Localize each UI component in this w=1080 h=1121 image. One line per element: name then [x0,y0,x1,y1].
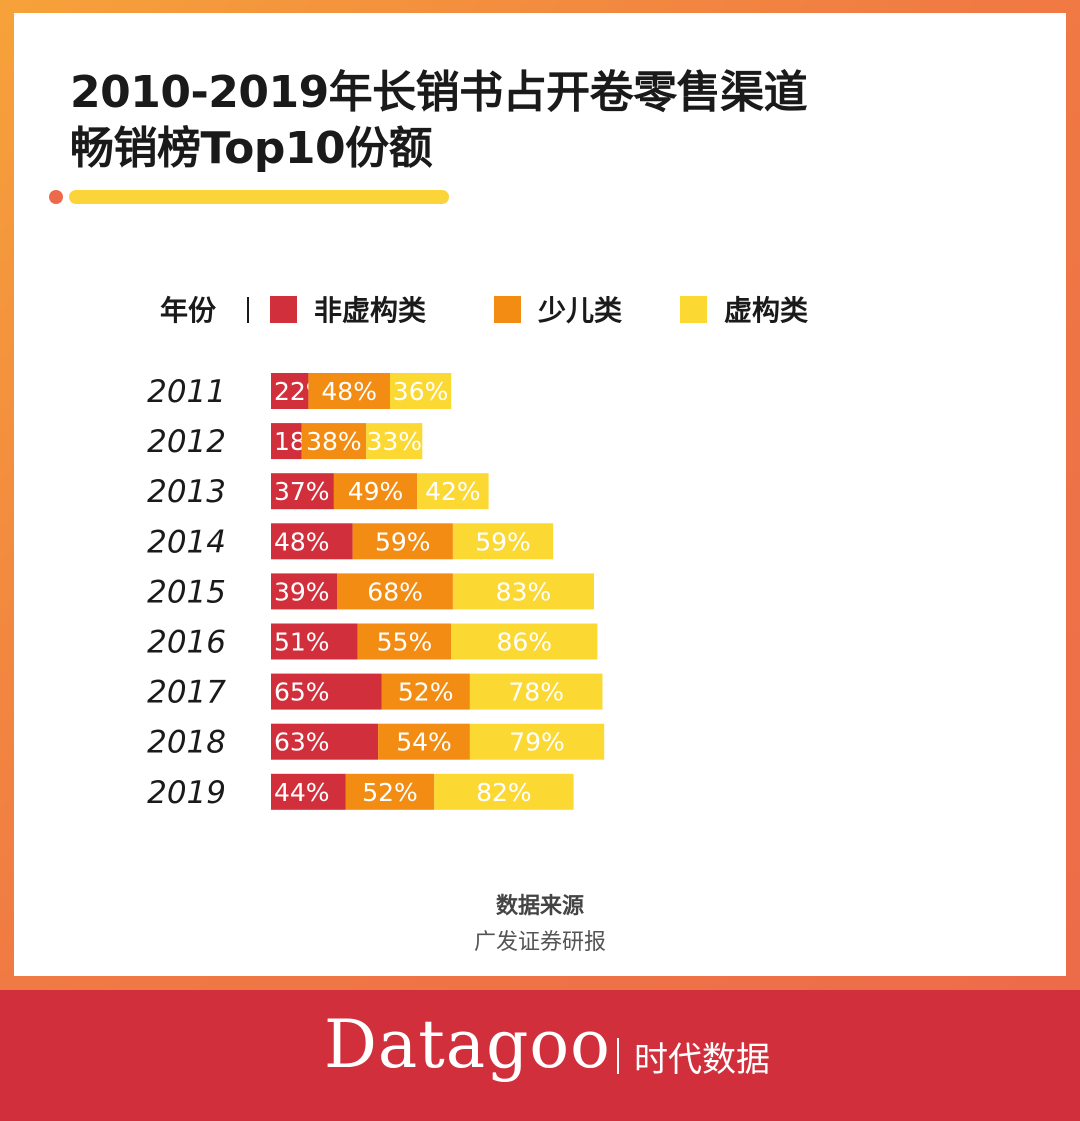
legend-swatch-children [494,296,521,323]
year-label-2017: 2017 [147,675,226,711]
year-label-2012: 2012 [147,424,226,460]
label-children-2016: 55% [377,628,433,657]
label-fiction-2015: 83% [496,577,552,606]
bar-nonfiction-2015 [271,573,338,610]
label-fiction-2014: 59% [475,527,531,556]
bar-children-2012 [301,423,367,460]
label-children-2014: 59% [375,527,431,556]
label-fiction-2012: 33% [366,427,422,456]
legend-swatch-nonfiction [270,296,297,323]
label-children-2017: 52% [398,678,454,707]
chart-title: 2010-2019年长销书占开卷零售渠道 畅销榜Top10份额 [70,65,970,177]
label-nonfiction-2017: 65% [274,678,330,707]
label-nonfiction-2015: 39% [274,577,330,606]
source-text: 广发证券研报 [473,930,606,955]
label-fiction-2019: 82% [476,778,532,807]
bar-children-2018 [378,723,470,760]
bar-nonfiction-2012 [271,423,302,460]
label-fiction-2018: 79% [509,728,565,757]
label-children-2019: 52% [362,778,418,807]
bar-fiction-2015 [452,573,594,610]
year-label-2019: 2019 [147,775,226,811]
year-label-2014: 2014 [147,524,226,560]
bar-nonfiction-2013 [271,473,334,510]
legend-separator [247,297,249,323]
legend: 年份 非虚构类 少儿类 虚构类 [14,289,1066,329]
brand-chinese-name: 时代数据 [634,1040,770,1080]
label-fiction-2016: 86% [497,628,553,657]
legend-label-children: 少儿类 [538,294,623,327]
legend-year-label: 年份 [160,294,217,327]
bar-fiction-2012 [366,423,423,460]
label-children-2012: 38% [306,427,362,456]
bar-children-2015 [337,573,453,610]
bar-children-2019 [345,773,435,810]
source-label: 数据来源 [495,894,584,919]
bar-nonfiction-2014 [271,523,353,560]
bar-nonfiction-2019 [271,773,346,810]
bar-children-2013 [333,473,418,510]
title-line-2: 畅销榜Top10份额 [70,123,433,174]
bar-nonfiction-2017 [271,673,382,710]
bar-fiction-2014 [452,523,554,560]
label-nonfiction-2019: 44% [274,778,330,807]
brand-logo-text: Datagoo [324,1006,611,1083]
label-nonfiction-2018: 63% [274,728,330,757]
legend-swatch-fiction [680,296,707,323]
year-label-2015: 2015 [147,574,226,610]
decor-bar [69,190,449,204]
bar-children-2017 [381,673,470,710]
year-label-2011: 2011 [147,374,226,410]
bar-fiction-2011 [390,373,452,409]
brand-separator [617,1038,619,1074]
label-children-2018: 54% [396,728,452,757]
bar-fiction-2017 [469,673,603,710]
label-nonfiction-2014: 48% [274,527,330,556]
decor-dot [49,190,63,204]
label-fiction-2013: 42% [425,477,481,506]
bar-fiction-2018 [469,723,605,760]
label-children-2015: 68% [367,577,423,606]
label-nonfiction-2013: 37% [274,477,330,506]
bar-children-2011 [308,373,390,409]
label-children-2013: 49% [348,477,404,506]
year-label-2016: 2016 [147,625,226,661]
label-children-2011: 48% [321,377,377,406]
bar-fiction-2019 [434,773,574,810]
label-fiction-2011: 36% [393,377,449,406]
bar-nonfiction-2018 [271,723,379,760]
footer-band [0,990,1080,1121]
title-line-1: 2010-2019年长销书占开卷零售渠道 [70,67,808,118]
bar-children-2014 [352,523,453,560]
bar-nonfiction-2016 [271,623,358,660]
stacked-bar-chart: 201122%48%36%201218%38%33%201337%49%42%2… [147,373,605,811]
label-fiction-2017: 78% [508,678,564,707]
label-nonfiction-2016: 51% [274,628,330,657]
bar-nonfiction-2011 [271,373,309,409]
bar-children-2016 [357,623,452,660]
bar-fiction-2016 [451,623,598,660]
legend-label-fiction: 虚构类 [724,294,809,327]
chart-card: 2010-2019年长销书占开卷零售渠道 畅销榜Top10份额 年份 非虚构类 … [14,13,1066,976]
legend-label-nonfiction: 非虚构类 [314,294,427,327]
year-label-2013: 2013 [147,474,226,510]
bar-fiction-2013 [417,473,489,510]
year-label-2018: 2018 [147,725,226,761]
